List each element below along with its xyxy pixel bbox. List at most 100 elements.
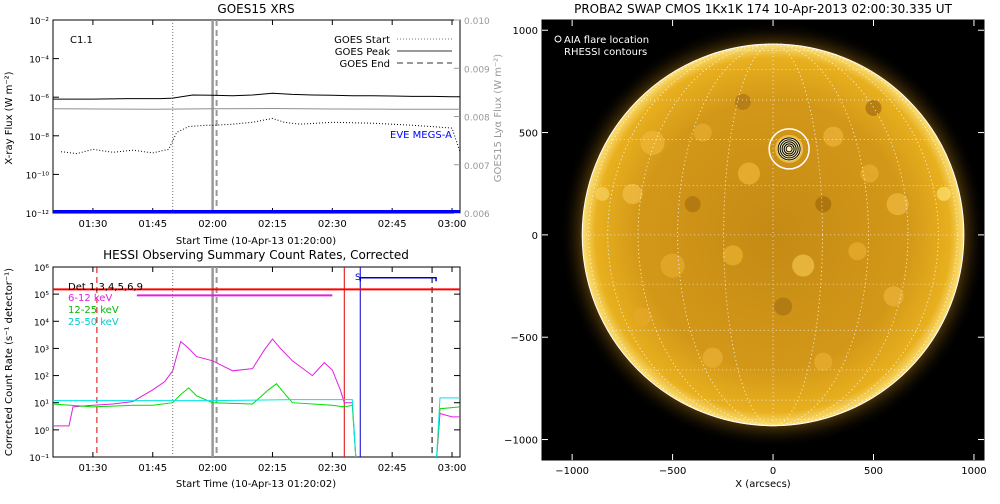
goes-legend-peak-label: GOES Peak [335,47,390,58]
hessi-legend-12-25: 12-25 keV [68,305,119,316]
sun-region [823,126,844,147]
goes-x-tick-label: 02:30 [318,219,347,230]
swap-y-tick-label: 0 [532,231,538,242]
swap-y-tick-label: 500 [519,129,538,140]
hessi-series-0 [53,338,460,457]
sun-region [722,245,743,266]
hessi-plot-area [53,267,460,457]
sun-region [633,307,652,326]
sun-region [622,183,643,204]
goes-y2-tick-label: 0.009 [464,65,490,75]
hessi-saa-bracket [359,277,437,282]
goes-x-ticks: 01:30 01:45 02:00 02:15 02:30 02:45 03:00 [78,20,466,230]
sun-region [865,99,882,117]
swap-y-tick-label: −1000 [504,436,538,447]
hessi-y-tick-label: 10¹ [34,400,49,410]
goes-x-tick-label: 02:00 [198,219,227,230]
hessi-y-tick-label: 10⁴ [34,318,49,328]
swap-title: PROBA2 SWAP CMOS 1Kx1K 174 10-Apr-2013 0… [574,2,952,16]
hessi-legend: Det 1,3,4,5,6,9 6-12 keV 12-25 keV 25-50… [68,282,143,328]
goes-y-axis-label: X-ray Flux (W m⁻²) [4,71,15,164]
sun-region [814,352,833,371]
heliographic-grid [582,43,964,427]
hessi-panel: HESSI Observing Summary Count Rates, Cor… [4,248,466,490]
hessi-legend-6-12: 6-12 keV [68,293,112,304]
rhessi-contours [777,137,801,161]
swap-y-ticks: 1000 500 0 −500 −1000 [504,26,984,447]
hessi-y-tick-label: 10⁶ [34,264,49,274]
goes-title: GOES15 XRS [217,2,294,16]
goes-plot-area [53,20,460,213]
goes-x-tick-label: 01:30 [78,219,107,230]
goes-series-2 [53,107,460,110]
hessi-saa-label: S [355,273,361,283]
rhessi-contour [779,139,799,159]
goes-y-axis-label-right: GOES15 Lyα Flux (W m⁻²) [493,54,504,182]
sun-region [860,164,879,183]
longitude-line [677,43,869,427]
hessi-series-2 [53,397,460,457]
goes-y2-tick-label: 0.010 [464,17,490,27]
goes-y2-tick-label: 0.008 [464,114,490,124]
goes-flare-class: C1.1 [70,35,93,46]
swap-x-tick-label: 1000 [961,466,986,477]
swap-legend-aia-swatch [554,35,562,43]
goes-x-tick-label: 02:45 [378,219,407,230]
hessi-y-ticks: 10⁶ 10⁵ 10⁴ 10³ 10² 10¹ 10⁰ 10⁻¹ [29,264,460,464]
goes-y-tick-label: 10⁻⁴ [29,56,49,66]
hessi-x-tick-label: 02:15 [258,463,287,474]
hessi-x-ticks: 01:30 01:45 02:00 02:15 02:30 02:45 03:00 [78,267,466,474]
swap-x-tick-label: 500 [864,466,883,477]
longitude-line [637,43,909,427]
goes-y2-tick-label: 0.007 [464,162,490,172]
hessi-x-tick-label: 02:00 [198,463,227,474]
goes-x-tick-label: 02:15 [258,219,287,230]
swap-x-tick-label: −1000 [555,466,589,477]
hessi-x-tick-label: 01:45 [138,463,167,474]
goes-series-1 [60,117,460,155]
swap-x-ticks: −1000 −500 0 500 1000 [555,20,987,477]
hessi-x-axis-label: Start Time (10-Apr-13 01:20:02) [176,479,336,490]
swap-y-tick-label: 1000 [513,26,538,37]
goes-y2-tick-label: 0.006 [464,210,490,220]
hessi-x-tick-label: 02:30 [318,463,347,474]
goes-y-tick-label: 10⁻⁸ [29,133,49,143]
goes-y-ticks-right: 0.010 0.009 0.008 0.007 0.006 [454,17,490,220]
goes-y-tick-label: 10⁻¹² [26,210,50,220]
rhessi-contour [777,137,801,161]
aia-flare-location-marker [768,128,810,170]
swap-legend-rhessi-swatch [554,47,562,55]
sun-active-regions [595,93,951,371]
hessi-x-tick-label: 01:30 [78,463,107,474]
goes-legend-end-label: GOES End [340,59,390,70]
goes-y-tick-label: 10⁻⁶ [29,94,49,104]
rhessi-contour [781,141,797,157]
sun-region [883,286,904,307]
hessi-y-tick-label: 10⁵ [34,291,49,301]
hessi-plot-frame [52,266,461,458]
swap-x-axis-label: X (arcsecs) [735,479,791,490]
goes-legend-start-label: GOES Start [334,35,390,46]
goes-panel: GOES15 XRS 01:30 01:45 02:00 02:15 02:30 02:4… [4,2,504,247]
sun-region [815,196,832,213]
hessi-x-tick-label: 02:45 [378,463,407,474]
sun-region [848,242,867,261]
hessi-legend-det: Det 1,3,4,5,6,9 [68,282,143,293]
goes-x-tick-label: 03:00 [438,219,467,230]
goes-eve-label: EVE MEGS-A [390,130,452,141]
rhessi-contour [783,143,795,155]
swap-image [559,21,984,449]
goes-y-ticks: 10⁻² 10⁻⁴ 10⁻⁶ 10⁻⁸ 10⁻¹⁰ 10⁻¹² [26,17,59,220]
swap-x-tick-label: 0 [770,466,776,477]
hessi-y-tick-label: 10⁻¹ [29,454,49,464]
swap-legend-aia: AIA flare location [564,35,649,46]
rhessi-contour [785,145,793,153]
goes-series-0 [53,92,460,100]
sun-region [684,196,701,213]
hessi-y-tick-label: 10² [34,373,49,383]
sun-region [737,162,760,185]
hessi-title: HESSI Observing Summary Count Rates, Cor… [103,248,409,262]
hessi-series-1 [53,383,460,457]
swap-plot-frame [541,19,985,461]
